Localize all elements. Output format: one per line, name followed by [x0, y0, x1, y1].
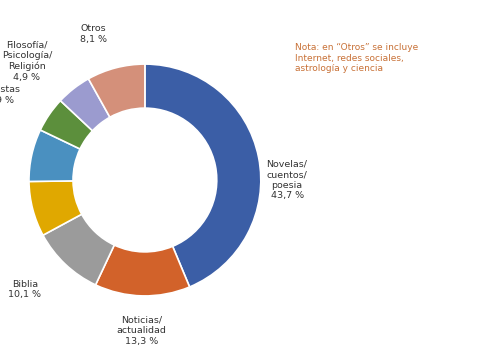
Wedge shape — [29, 130, 80, 181]
Wedge shape — [145, 64, 261, 287]
Wedge shape — [88, 64, 145, 117]
Text: Nota: en “Otros” se incluye
Internet, redes sociales,
astrología y ciencia: Nota: en “Otros” se incluye Internet, re… — [295, 43, 418, 73]
Text: Filosofía/
Psicología/
Religión
4,9 %: Filosofía/ Psicología/ Religión 4,9 % — [2, 41, 52, 82]
Wedge shape — [96, 245, 190, 296]
Text: Novelas/
cuentos/
poesia
43,7 %: Novelas/ cuentos/ poesia 43,7 % — [267, 160, 308, 200]
Wedge shape — [60, 79, 110, 131]
Text: Revistas
4,9 %: Revistas 4,9 % — [0, 85, 21, 105]
Wedge shape — [29, 181, 82, 235]
Text: Biblia
10,1 %: Biblia 10,1 % — [8, 280, 42, 299]
Text: Noticias/
actualidad
13,3 %: Noticias/ actualidad 13,3 % — [117, 316, 167, 346]
Wedge shape — [40, 101, 93, 149]
Wedge shape — [43, 214, 114, 285]
Text: Otros
8,1 %: Otros 8,1 % — [80, 24, 107, 44]
